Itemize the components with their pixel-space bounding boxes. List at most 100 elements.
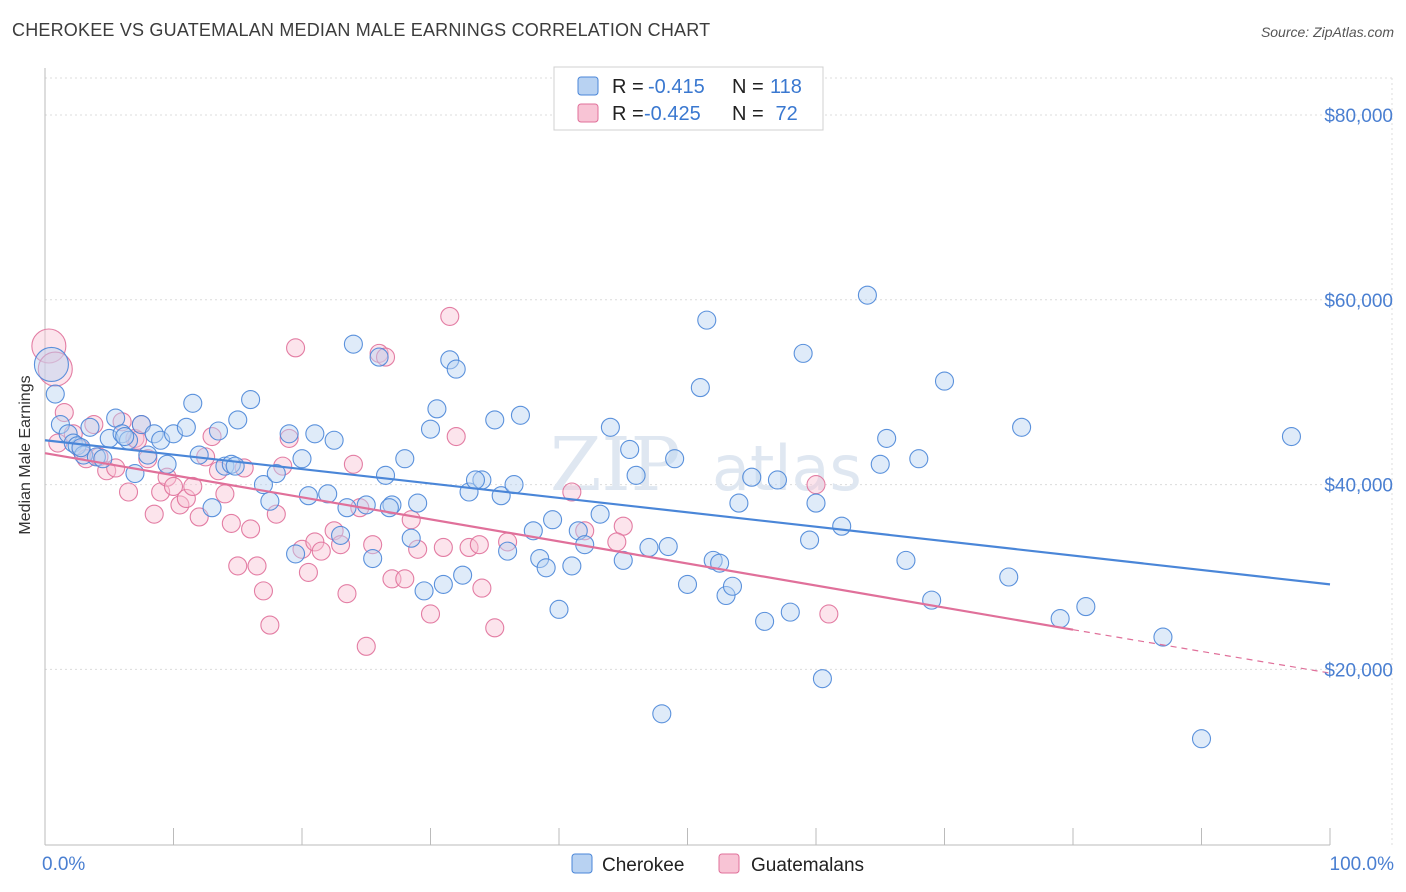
point-cherokee-60 [485,410,505,430]
point-guatemalans-71 [607,532,627,552]
correlation-legend: R = -0.415 N = 118 R = -0.425 N = 72 [553,66,824,131]
point-guatemalans-65 [819,604,839,624]
legend-swatch-cherokee [577,76,599,96]
legend-box [553,66,824,131]
legend-n-label-1: N = [732,76,764,98]
point-cherokee-49 [401,528,421,548]
point-cherokee-109 [1153,627,1173,647]
point-guatemalans-27 [228,556,248,576]
x-tick-label-max: 100.0% [1330,854,1395,875]
point-cherokee-48 [395,449,415,469]
point-cherokee-53 [427,399,447,419]
point-guatemalans-18 [163,476,184,497]
point-cherokee-52 [420,419,441,439]
point-guatemalans-35 [279,428,299,448]
point-cherokee-19 [157,454,177,474]
point-guatemalans-62 [575,521,595,541]
point-cherokee-71 [568,521,588,541]
point-cherokee-37 [305,424,325,444]
legend-n-label-2: N = [732,103,764,125]
point-cherokee-107 [1050,609,1070,629]
watermark-zip: ZIP [550,422,680,508]
point-cherokee-116 [465,470,486,490]
point-cherokee-106 [1012,417,1032,437]
point-cherokee-104 [934,371,955,391]
point-cherokee-62 [498,541,518,561]
point-cherokee-35 [292,449,312,469]
point-guatemalans-15 [144,504,164,524]
point-guatemalans-53 [420,604,441,624]
point-cherokee-105 [999,567,1019,587]
legend-r-value-1: -0.415 [648,76,705,98]
point-cherokee-63 [504,475,524,495]
point-cherokee-1 [45,384,65,404]
point-cherokee-112 [71,438,91,458]
trend-lines [44,439,1331,674]
point-guatemalans-1 [37,351,73,387]
point-cherokee-96 [812,669,832,689]
point-cherokee-44 [363,548,383,569]
point-cherokee-97 [832,516,852,536]
point-cherokee-22 [183,393,203,413]
point-guatemalans-70 [469,535,489,555]
point-cherokee-100 [877,428,897,448]
source-label: Source: ZipAtlas.com [1260,24,1394,40]
point-cherokee-80 [665,449,685,469]
point-cherokee-39 [324,430,344,450]
point-guatemalans-32 [260,615,280,635]
point-cherokee-15 [131,414,151,435]
point-cherokee-25 [208,421,229,441]
point-cherokee-67 [536,558,556,578]
point-cherokee-50 [408,493,428,513]
series-legend: Cherokee Guatemalans [571,853,864,876]
point-guatemalans-36 [286,338,306,358]
point-cherokee-21 [176,417,196,437]
point-cherokee-54 [433,574,453,594]
point-cherokee-93 [793,343,813,363]
legend-r-label-2: R = [612,103,644,125]
point-cherokee-38 [318,484,338,504]
point-guatemalans-38 [298,562,318,582]
point-guatemalans-45 [356,636,376,656]
point-guatemalans-2 [54,402,74,423]
point-cherokee-33 [279,424,299,444]
point-cherokee-55 [440,350,460,370]
point-cherokee-34 [286,544,306,564]
point-guatemalans-39 [305,532,325,552]
point-guatemalans-64 [806,475,826,495]
point-cherokee-81 [677,574,698,594]
point-cherokee-113 [115,426,135,447]
point-cherokee-0 [33,346,69,383]
point-guatemalans-22 [189,507,209,527]
point-cherokee-31 [260,491,280,511]
point-cherokee-92 [780,602,800,622]
axes [44,68,1331,846]
point-cherokee-110 [1191,729,1212,749]
point-guatemalans-61 [562,482,582,502]
legend-n-value-1: 118 [770,76,802,98]
bottom-legend-swatch-guatemalans [718,853,740,874]
point-cherokee-16 [138,445,158,465]
point-cherokee-66 [530,548,550,569]
point-cherokee-41 [337,498,357,518]
legend-r-value-2: -0.425 [644,103,701,125]
watermark-atlas: atlas [712,432,862,505]
point-cherokee-108 [1076,597,1096,617]
point-cherokee-47 [382,495,402,515]
y-tick-label-0: $20,000 [1324,660,1393,681]
point-cherokee-89 [742,467,762,487]
point-cherokee-24 [202,498,222,518]
point-cherokee-94 [800,530,820,550]
y-tick-labels: $20,000 $40,000 $60,000 $80,000 [1324,106,1393,681]
y-tick-label-2: $60,000 [1324,291,1393,312]
point-cherokee-64 [510,405,531,425]
point-cherokee-90 [755,611,775,631]
point-cherokee-87 [722,576,743,596]
point-guatemalans-55 [440,306,460,326]
chart-title: CHEROKEE VS GUATEMALAN MEDIAN MALE EARNI… [12,20,711,40]
point-guatemalans-54 [433,537,453,557]
point-guatemalans-46 [363,535,383,555]
point-cherokee-36 [298,486,318,506]
point-guatemalans-20 [176,488,196,509]
point-cherokee-40 [330,525,351,545]
